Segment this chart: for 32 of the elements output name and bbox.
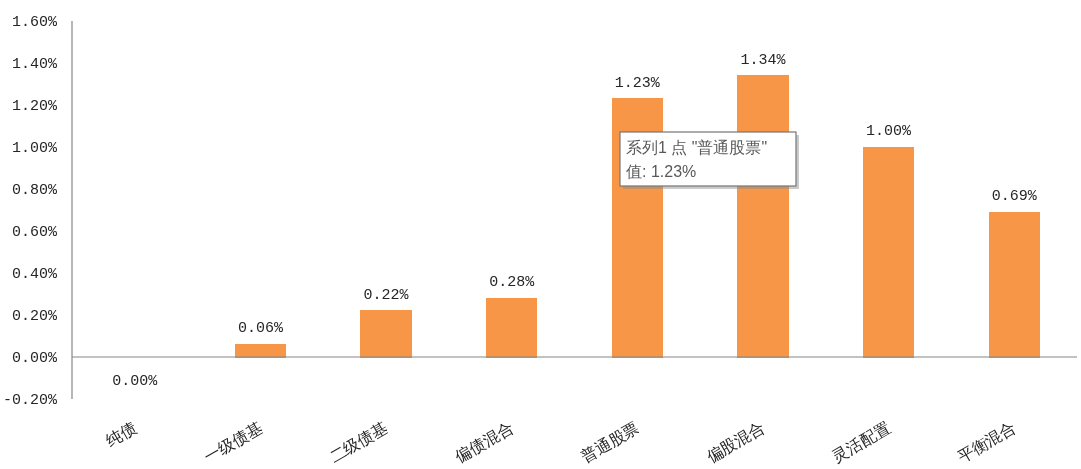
y-tick-label: 1.40% <box>11 55 58 73</box>
data-label: 1.00% <box>866 123 913 140</box>
data-label: 1.23% <box>614 74 661 92</box>
y-tick-label: 0.60% <box>11 223 58 241</box>
y-tick-label: 1.20% <box>11 97 58 115</box>
x-tick-label: 一级债基 <box>201 418 265 466</box>
data-label: 0.06% <box>237 320 284 338</box>
bar <box>988 211 1040 358</box>
x-tick-label: 二级债基 <box>326 418 391 466</box>
x-tick-label: 灵活配置 <box>829 418 894 466</box>
annotation: 值: 1.23% <box>626 163 697 180</box>
data-label: 0.22% <box>363 286 410 304</box>
x-tick-label: 偏债混合 <box>452 418 517 466</box>
data-label: 0.00% <box>112 373 159 390</box>
y-tick-label: 0.00% <box>11 349 58 367</box>
y-tick-label: 0.80% <box>11 181 58 199</box>
annotation: 系列1 点 "普通股票" <box>626 139 768 156</box>
y-tick-label: 1.60% <box>11 13 58 31</box>
y-tick-label: -0.20% <box>2 391 58 409</box>
y-tick-label: 1.00% <box>11 139 58 157</box>
y-tick-label: 0.40% <box>11 265 58 283</box>
x-tick-label: 偏股混合 <box>703 418 768 466</box>
data-label: 0.28% <box>489 274 536 292</box>
data-label: 0.69% <box>991 188 1038 206</box>
x-tick-label: 普通股票 <box>577 418 642 466</box>
y-tick-label: 0.20% <box>11 307 58 325</box>
bar <box>862 146 915 358</box>
data-label: 1.34% <box>740 51 787 69</box>
bar <box>360 310 412 358</box>
bar <box>486 297 538 358</box>
x-tick-label: 平衡混合 <box>954 418 1019 466</box>
x-tick-label: 纯债 <box>103 418 140 450</box>
